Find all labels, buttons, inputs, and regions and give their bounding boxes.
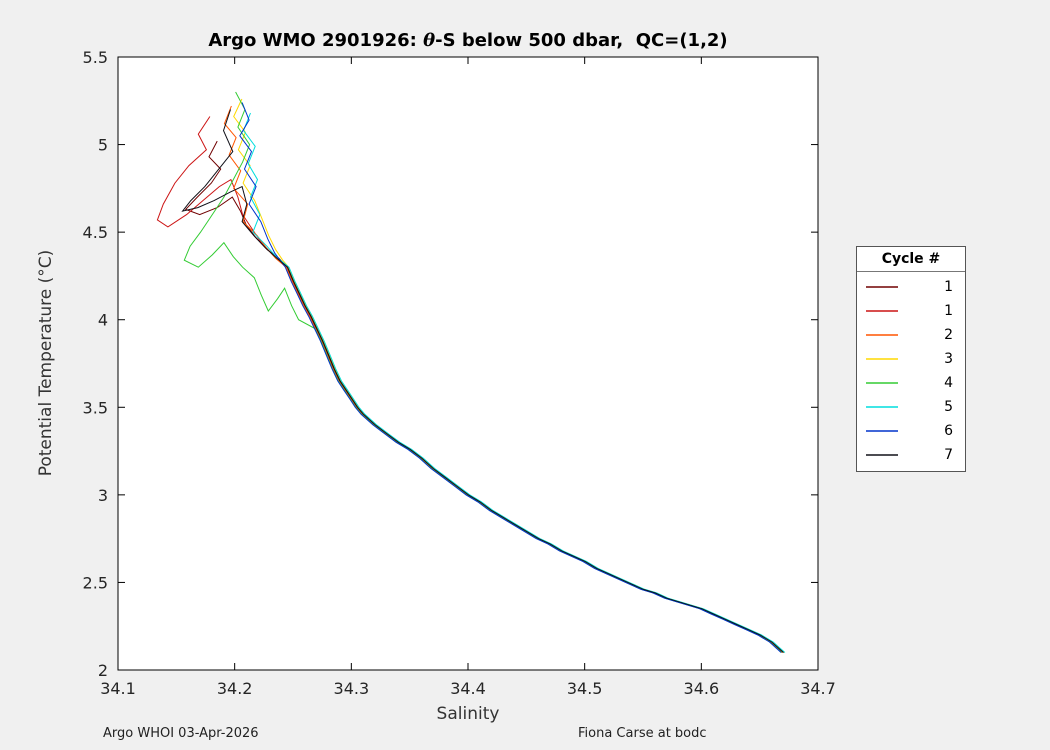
legend-item-label: 1 <box>944 279 953 295</box>
legend-line-sample <box>866 358 898 360</box>
footer-right-text: Fiona Carse at bodc <box>578 726 707 741</box>
legend-title: Cycle # <box>857 249 965 272</box>
x-tick-label: 34.1 <box>100 679 136 698</box>
axes-frame <box>117 56 819 671</box>
y-tick-label: 4 <box>98 311 108 330</box>
y-axis-label: Potential Temperature (°C) <box>36 249 56 477</box>
footer-left-text: Argo WHOI 03-Apr-2026 <box>103 726 259 741</box>
legend-item-label: 1 <box>944 303 953 319</box>
legend-line-sample <box>866 430 898 432</box>
x-tick-label: 34.6 <box>684 679 720 698</box>
legend-item: 6 <box>857 419 965 443</box>
legend-item: 3 <box>857 347 965 371</box>
x-axis-label: Salinity <box>436 704 500 724</box>
legend-item: 7 <box>857 443 965 467</box>
y-tick-label: 2 <box>98 661 108 680</box>
x-tick-label: 34.5 <box>567 679 603 698</box>
y-tick-label: 5 <box>98 136 108 155</box>
legend-item: 4 <box>857 371 965 395</box>
y-tick-label: 5.5 <box>83 48 108 67</box>
x-tick-label: 34.7 <box>800 679 836 698</box>
legend-line-sample <box>866 310 898 312</box>
chart-title-theta: θ <box>423 30 436 51</box>
plot-background <box>118 57 818 670</box>
x-tick-label: 34.3 <box>334 679 370 698</box>
axis-ticks: 34.1 34.2 34.3 34.4 34.5 34.6 34.7 2 2.5 3 3.5 4 4.5… <box>83 48 836 698</box>
y-tick-label: 3 <box>98 486 108 505</box>
legend-item-label: 2 <box>944 327 953 343</box>
legend-items: 1 1 2 3 4 5 6 7 <box>857 275 965 467</box>
legend-item-label: 5 <box>944 399 953 415</box>
legend-item: 1 <box>857 275 965 299</box>
legend-item-label: 7 <box>944 447 953 463</box>
legend-item-label: 6 <box>944 423 953 439</box>
legend-line-sample <box>866 286 898 288</box>
series-lines <box>156 91 786 653</box>
legend-item: 5 <box>857 395 965 419</box>
legend-item-label: 4 <box>944 375 953 391</box>
legend-item-label: 3 <box>944 351 953 367</box>
series-line-cycle-6-6 <box>239 102 782 653</box>
chart-title: Argo WMO 2901926: θ-S below 500 dbar, QC… <box>208 30 727 51</box>
y-tick-label: 3.5 <box>83 398 108 417</box>
legend-line-sample <box>866 382 898 384</box>
chart-title-prefix: Argo WMO 2901926: <box>208 30 424 51</box>
y-tick-label: 4.5 <box>83 223 108 242</box>
series-line-cycle-7-7 <box>181 109 784 653</box>
legend-item: 1 <box>857 299 965 323</box>
y-tick-label: 2.5 <box>83 573 108 592</box>
legend-item: 2 <box>857 323 965 347</box>
legend-line-sample <box>866 454 898 456</box>
x-tick-label: 34.4 <box>450 679 486 698</box>
legend-line-sample <box>866 406 898 408</box>
x-tick-label: 34.2 <box>217 679 253 698</box>
legend: Cycle # 1 1 2 3 4 5 6 7 <box>856 246 966 472</box>
legend-line-sample <box>866 334 898 336</box>
chart-title-suffix: -S below 500 dbar, QC=(1,2) <box>435 30 728 51</box>
